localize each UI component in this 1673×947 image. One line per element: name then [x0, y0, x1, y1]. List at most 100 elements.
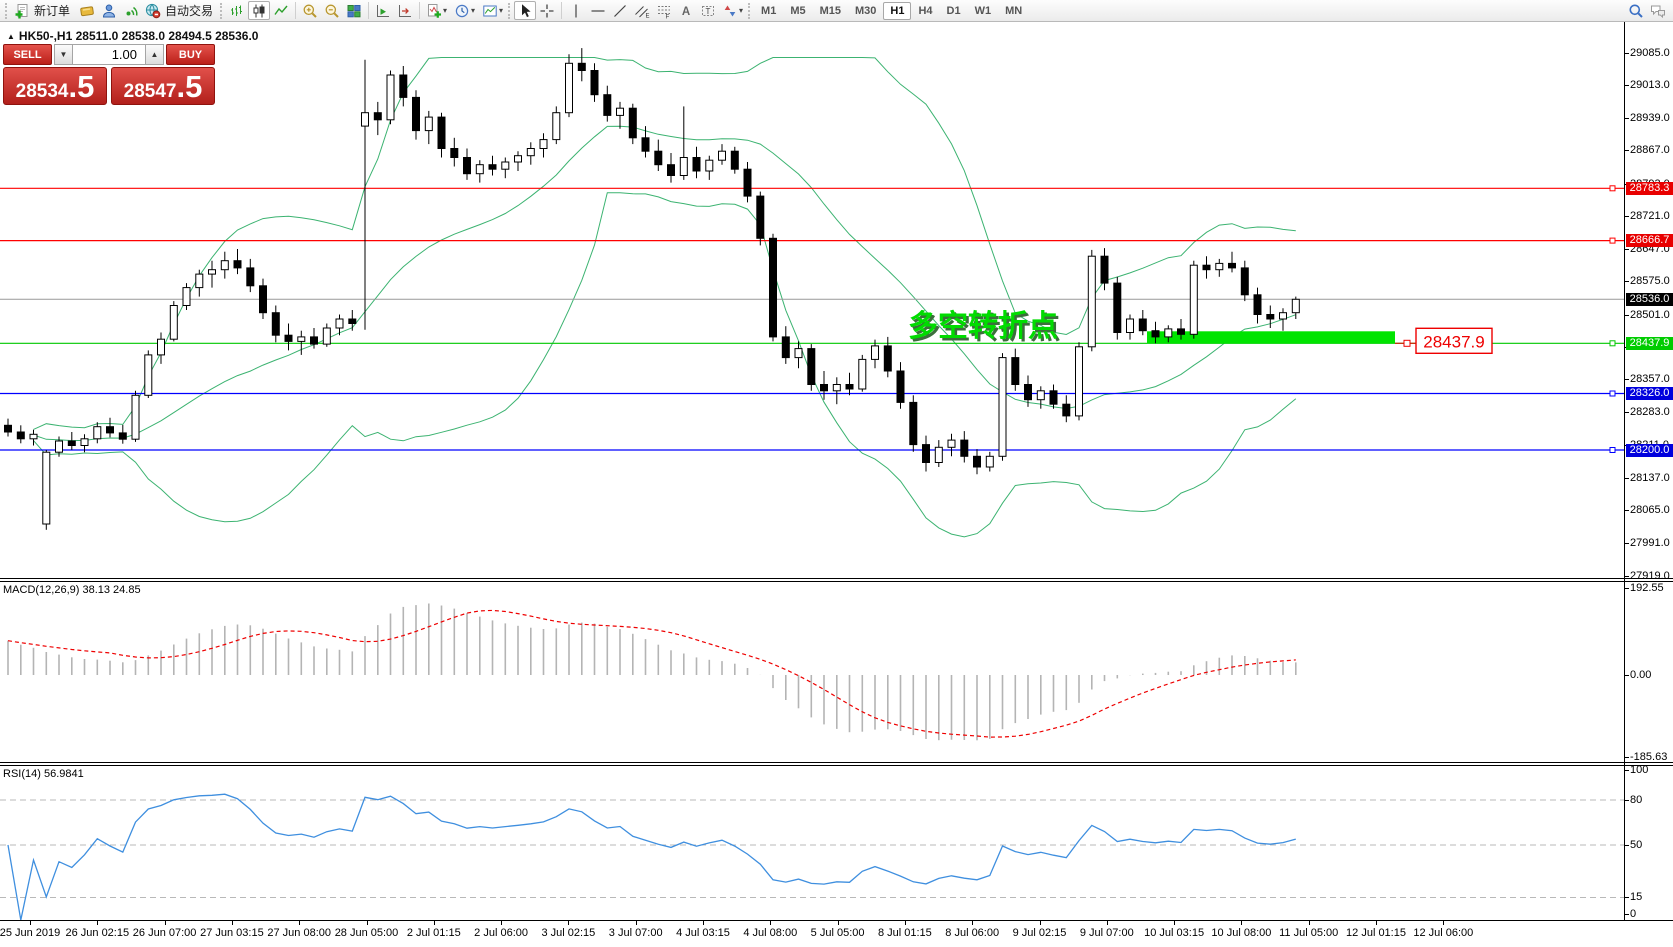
periods-button[interactable]: [451, 1, 473, 20]
macd-canvas[interactable]: [0, 582, 1624, 762]
price-tick-label: 28575.0: [1630, 275, 1670, 288]
zoom-in-button[interactable]: [299, 1, 321, 20]
toolbar-separator: [419, 2, 421, 19]
volume-increase-button[interactable]: ▲: [145, 44, 164, 65]
sell-header[interactable]: SELL: [3, 44, 52, 65]
templates-caret-icon[interactable]: ▾: [499, 6, 504, 15]
chart-shift-icon: [399, 4, 412, 17]
tab-timeframe-h1[interactable]: H1: [883, 1, 912, 20]
callout-box[interactable]: [1415, 327, 1493, 354]
autotrade-button[interactable]: [142, 1, 164, 20]
tab-timeframe-w1[interactable]: W1: [974, 4, 992, 17]
zoom-out-button[interactable]: [321, 1, 343, 20]
autotrade-icon: [145, 3, 161, 18]
rsi-canvas[interactable]: [0, 766, 1624, 921]
cursor-button[interactable]: [514, 1, 537, 20]
arrows-button[interactable]: [719, 1, 741, 20]
sell-button[interactable]: 28534.5: [3, 67, 107, 105]
autotrade-label[interactable]: 自动交易: [165, 4, 214, 18]
chat-button[interactable]: [1647, 1, 1669, 20]
text-label-button[interactable]: T: [697, 1, 719, 20]
callout-handle[interactable]: [1403, 339, 1411, 347]
periods-caret-icon[interactable]: ▾: [471, 6, 476, 15]
time-axis-label: 11 Jul 05:00: [1279, 927, 1339, 939]
price-line-tag[interactable]: 28437.9: [1626, 336, 1673, 350]
price-line-tag[interactable]: 28326.0: [1626, 387, 1673, 400]
candlestick-chart-button[interactable]: [248, 1, 271, 20]
price-tick-label: 27991.0: [1630, 537, 1670, 550]
line-handle[interactable]: [1609, 185, 1616, 192]
trend-line-button[interactable]: [609, 1, 631, 20]
equidistant-channel-button[interactable]: E: [631, 1, 653, 20]
toolbar-grip: [5, 2, 8, 19]
time-axis-label: 28 Jun 05:00: [334, 927, 399, 939]
new-order-label[interactable]: 新订单: [34, 4, 71, 18]
volume-decrease-button[interactable]: ▼: [54, 44, 73, 65]
candle: [718, 144, 726, 165]
tab-timeframe-m15[interactable]: M15: [819, 4, 841, 17]
annotation-text[interactable]: 多空转折点: [908, 310, 1058, 343]
line-handle[interactable]: [1609, 447, 1616, 453]
price-line-tag[interactable]: 28783.3: [1626, 181, 1673, 195]
pane-separator[interactable]: [0, 578, 1673, 582]
candle: [310, 328, 318, 349]
vertical-line-button[interactable]: [565, 1, 587, 20]
candle: [169, 301, 178, 342]
line-chart-button[interactable]: [270, 1, 292, 20]
candle: [1291, 296, 1300, 319]
tile-windows-button[interactable]: [343, 1, 365, 20]
tab-timeframe-m30[interactable]: M30: [855, 4, 877, 17]
tab-timeframe-m5[interactable]: M5: [790, 4, 806, 17]
candle: [960, 431, 969, 463]
horizontal-line-button[interactable]: [587, 1, 609, 20]
rsi-indicator-label: RSI(14) 56.9841: [3, 768, 84, 780]
arrows-caret-icon[interactable]: ▾: [739, 6, 744, 15]
main-chart-canvas[interactable]: 多空转折点 多空转折点 28437.9: [0, 23, 1624, 578]
metaeditor-button[interactable]: [98, 1, 120, 20]
crosshair-button[interactable]: [536, 1, 558, 20]
collapse-triangle-icon[interactable]: ▲: [7, 32, 15, 41]
rsi-axis-label: 0: [1630, 908, 1637, 920]
indicators-button[interactable]: [423, 1, 445, 20]
new-order-button[interactable]: [11, 1, 33, 20]
auto-scroll-button[interactable]: [372, 1, 394, 20]
candle: [1138, 310, 1147, 336]
tab-timeframe-h4[interactable]: H4: [918, 4, 933, 17]
fibonacci-button[interactable]: F: [653, 1, 675, 20]
candle: [246, 258, 255, 293]
candle: [998, 353, 1007, 461]
candle: [220, 251, 229, 279]
search-button[interactable]: [1625, 1, 1647, 20]
signals-button[interactable]: [120, 1, 142, 20]
volume-input[interactable]: [73, 44, 145, 65]
candle: [590, 63, 599, 102]
support-zone-rectangle[interactable]: [1147, 331, 1395, 344]
candle: [1062, 395, 1071, 423]
bar-chart-button[interactable]: [226, 1, 248, 20]
templates-button[interactable]: [479, 1, 501, 20]
candle: [1049, 384, 1058, 409]
tab-timeframe-mn[interactable]: MN: [1005, 4, 1023, 17]
chart-shift-button[interactable]: [394, 1, 416, 20]
price-tick: [1624, 412, 1629, 414]
time-axis-label: 8 Jul 06:00: [945, 927, 1000, 939]
buy-button[interactable]: 28547.5: [111, 67, 215, 105]
time-tick: [635, 921, 637, 925]
time-axis-label: 4 Jul 03:15: [676, 927, 730, 939]
line-handle[interactable]: [1609, 340, 1616, 347]
buy-header[interactable]: BUY: [166, 44, 215, 65]
line-handle[interactable]: [1609, 237, 1616, 244]
indicators-caret-icon[interactable]: ▾: [443, 6, 448, 15]
tab-timeframe-d1[interactable]: D1: [946, 4, 961, 17]
text-button[interactable]: A: [675, 1, 697, 20]
cursor-icon: [522, 3, 531, 17]
tab-timeframe-m1[interactable]: M1: [761, 4, 777, 17]
price-line-tag[interactable]: 28666.7: [1626, 234, 1673, 248]
deposit-button[interactable]: [76, 1, 98, 20]
price-line-tag[interactable]: 28200.0: [1626, 443, 1673, 457]
candle: [1100, 248, 1109, 291]
pane-separator[interactable]: [0, 762, 1673, 766]
rsi-tick: [1624, 845, 1629, 846]
candle: [769, 233, 777, 342]
line-handle[interactable]: [1609, 390, 1616, 397]
